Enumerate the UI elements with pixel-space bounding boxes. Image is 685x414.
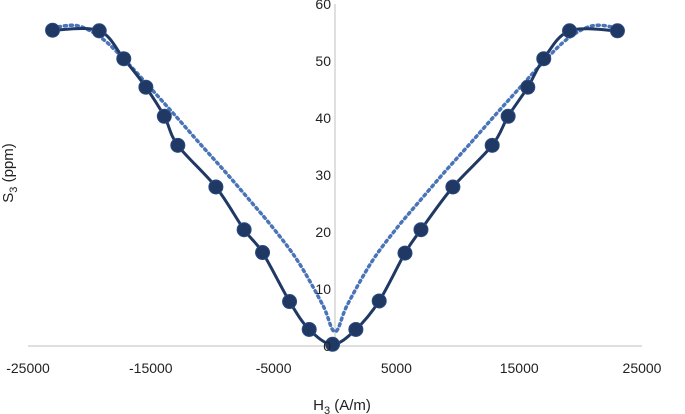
data-point [484,137,500,153]
x-tick-label: 5000 [381,360,412,376]
x-tick-label: -25000 [6,360,50,376]
y-tick-label: 10 [315,281,331,297]
data-point [138,79,154,95]
data-point [500,108,516,124]
y-tick-label: 0 [323,338,331,354]
series-layer [45,22,625,352]
data-point [445,179,461,195]
data-point [562,23,578,39]
data-point [520,79,536,95]
data-point [413,222,429,238]
x-tick-label: -5000 [256,360,292,376]
x-axis-title: H3 (A/m) [313,397,371,414]
data-point [282,294,298,310]
x-tick-label: 25000 [623,360,662,376]
data-point [371,293,387,309]
y-axis-title: S3 (ppm) [0,143,20,202]
data-point [536,51,552,67]
x-tick-label: -15000 [129,360,173,376]
data-point [397,245,413,261]
data-point [325,336,341,352]
data-point [255,245,271,261]
x-tick-label: 15000 [500,360,539,376]
y-tick-label: 40 [315,110,331,126]
y-tick-label: 60 [315,0,331,12]
data-point [609,23,625,39]
data-point [156,108,172,124]
tick-labels: -25000 -15000 -5000 5000 15000 25000 0 10 20 30 40… [6,0,661,376]
data-point [348,321,364,337]
data-point [208,179,224,195]
y-tick-label: 30 [315,167,331,183]
data-point [91,23,107,39]
data-point [301,321,317,337]
data-point [116,51,132,67]
data-point [45,22,61,38]
y-tick-label: 50 [315,53,331,69]
data-point [236,222,252,238]
data-point [170,137,186,153]
y-tick-label: 20 [315,224,331,240]
